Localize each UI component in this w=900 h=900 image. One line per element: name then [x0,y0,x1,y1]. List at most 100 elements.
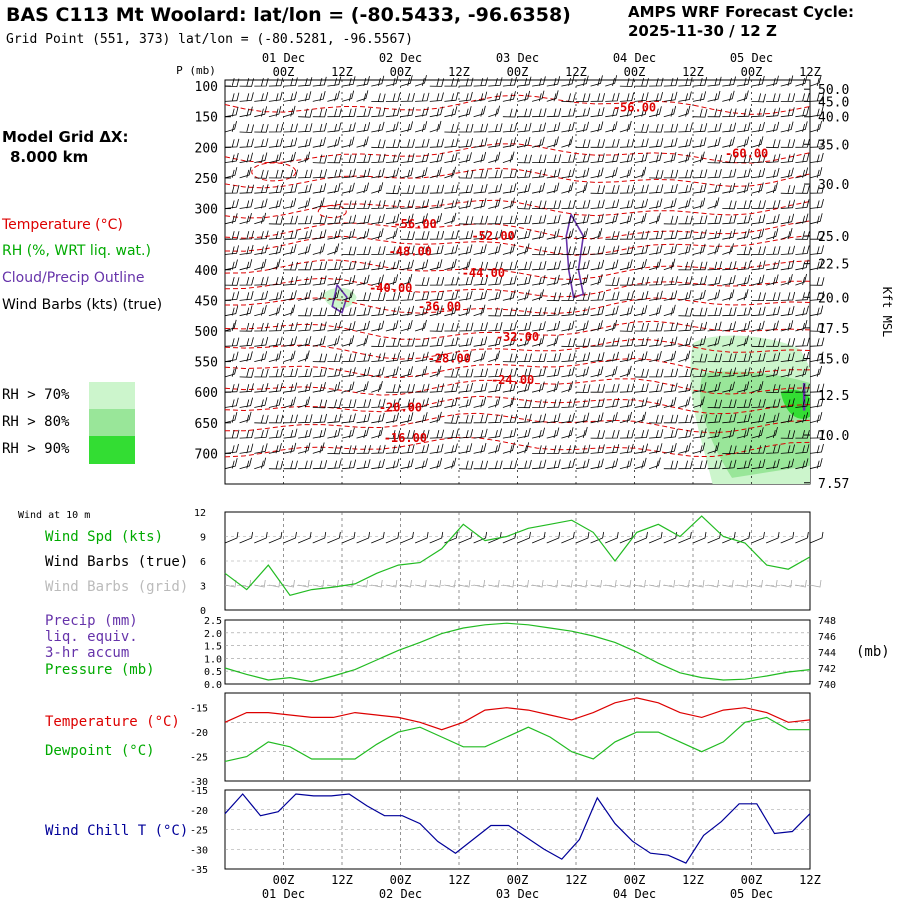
wind-barb [385,384,401,393]
wind-barb [415,231,430,240]
wind-barb [707,154,722,164]
wind-barb [766,167,780,179]
precip-label: Precip (mm) [45,613,138,629]
wind-barb [268,198,282,209]
wind-barb [298,261,313,271]
wind-barb [663,258,676,271]
wind-barb [605,245,620,255]
wind-barb [561,200,576,209]
wind-barb [517,108,532,118]
pressure-tick-label: 250 [195,172,218,187]
wind-barb [283,183,298,194]
wind-barb [312,154,328,164]
wind-barb [678,428,693,439]
wind-barb [341,76,356,87]
wind-barb [385,320,399,332]
wind-barb-grid [312,579,325,588]
wind-barb [444,397,458,408]
wind-barb [722,445,737,455]
wind-barb [341,122,356,133]
wind-barb [561,320,575,332]
wind-barb [751,122,765,133]
wind-barb [444,92,459,102]
wind-barb [429,291,444,301]
wind-barb [692,336,707,347]
wind-barb [298,290,312,301]
wind-barb [473,290,487,301]
temperature-label: -16.00 [384,431,427,445]
top-time-tick-label: 00Z [273,65,295,79]
wind-barb [678,368,693,378]
wind-barb [254,138,269,148]
wind-barb [663,105,677,118]
wind-barb [751,200,766,209]
wind-barb-grid [736,579,749,588]
temperature-label: -20.00 [379,400,422,414]
wind-barb [298,229,312,240]
wind-barb [239,152,253,163]
wind-barb [341,154,357,163]
wind-barb [649,244,663,255]
wind-barb [532,367,546,378]
wind-barb [561,398,576,408]
temperature-label: -48.00 [389,244,432,258]
wind-barb [385,292,401,301]
wind-barb [356,76,370,87]
wind-barb [766,458,780,470]
wind-barb [341,353,357,362]
wind-barb [678,261,693,271]
wind-barb [809,184,825,194]
wind-barb [224,337,240,347]
wind-barb [429,443,444,454]
wind-barb [385,306,400,317]
wind-barb [488,243,501,255]
wind-barb [590,75,603,87]
wind-barb [312,169,327,179]
precip-tick: 1.5 [204,642,222,653]
temperature-line [224,697,811,731]
wind-barb [371,139,386,149]
wind-barb [780,153,795,163]
wind-barb [736,90,749,102]
wind-barb [532,136,545,148]
top-day-label: 03 Dec [496,51,539,65]
temperature-label: -44.00 [462,266,505,280]
wind-barb [561,246,576,255]
wind-barb [458,368,474,378]
wind-barb [692,169,708,179]
wind-barb [561,107,576,118]
wind-barb [458,138,473,148]
wind-barb [283,91,297,102]
wind-barb [766,366,780,378]
pressure-tick-label: 350 [195,233,218,248]
wind-barb [458,397,472,408]
wind-barb [502,367,518,378]
wind-barb [795,153,810,163]
wind-barb [619,184,635,194]
wind-barb [678,183,693,194]
wind-barb [488,123,503,133]
wind-barb [590,199,605,209]
wind-barb [473,442,487,454]
windchill-tick: -30 [190,845,208,856]
wind-barb [532,399,547,408]
wind-barb [517,200,532,210]
wind-barb [400,139,415,148]
wind-barb [312,353,328,363]
wind-barb [649,230,664,240]
wind-barb [400,213,414,225]
wind-barb [751,260,766,271]
wind-barb [400,458,414,470]
wind-barb [546,413,561,424]
wind-barb [341,381,355,393]
wind-barb [780,274,793,286]
wind-barb [444,166,456,179]
wind-barb [371,398,386,408]
wind-barb [780,352,795,362]
wind-barb [327,154,342,164]
wind-barb [809,429,825,439]
wind-barb [429,230,445,240]
wind-barb [414,319,427,332]
wind-barb [415,412,428,424]
wind-barb [298,169,313,179]
